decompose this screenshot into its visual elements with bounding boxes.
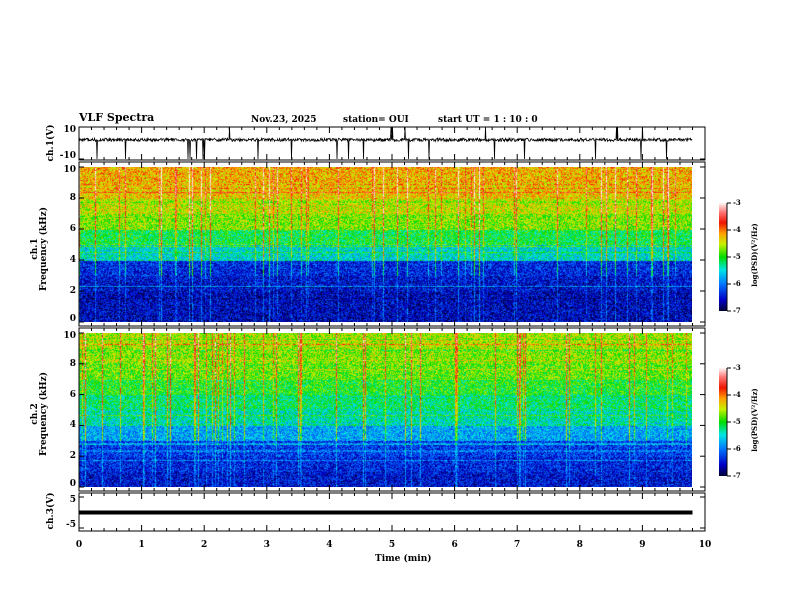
ch1-spectrogram-heatmap — [79, 167, 692, 322]
y-tick-label: 10 — [63, 165, 76, 175]
x-tick-label: 4 — [326, 540, 333, 550]
colorbar2-label: log(PSD)(V²/Hz) — [750, 388, 759, 452]
y-tick-label: 6 — [69, 389, 76, 400]
ch1-colorbar — [719, 203, 727, 311]
y-tick-label: 5 — [69, 495, 76, 505]
colorbar-tick-label: -7 — [733, 306, 741, 315]
x-tick-label: 6 — [451, 540, 458, 550]
ch2-spec-ylabel: ch.2 Frequency (kHz) — [30, 364, 49, 464]
x-tick-label: 3 — [263, 540, 270, 550]
y-tick-label: 4 — [69, 255, 76, 265]
ylabel-line: Frequency (kHz) — [39, 372, 49, 457]
ylabel-line: Frequency (kHz) — [39, 207, 49, 292]
y-tick-label: 0 — [69, 314, 76, 324]
x-tick-label: 7 — [514, 540, 521, 550]
y-tick-label: 2 — [69, 451, 76, 462]
y-tick-label: 10 — [63, 331, 76, 341]
x-tick-label: 5 — [388, 540, 396, 550]
y-tick-label: 4 — [69, 420, 76, 431]
x-tick-label: 2 — [201, 540, 208, 550]
y-tick-label: -10 — [59, 151, 76, 161]
ch2-spectrogram-heatmap — [79, 333, 692, 487]
ch1-waveform-line — [78, 126, 693, 160]
x-tick-label: 8 — [576, 540, 583, 550]
panel-frame-1 — [78, 161, 706, 327]
y-tick-label: 8 — [69, 193, 76, 203]
y-tick-label: 2 — [69, 286, 76, 296]
y-tick-label: 0 — [69, 479, 76, 489]
ch3-ylabel: ch.3(V) — [46, 492, 56, 530]
y-tick-label: -5 — [66, 520, 76, 530]
start-time-label: start UT = 1 : 10 : 0 — [438, 115, 538, 125]
ch2-colorbar — [719, 368, 727, 476]
colorbar-tick-label: -6 — [733, 279, 741, 288]
ch1-spec-ylabel: ch.1 Frequency (kHz) — [30, 199, 49, 299]
colorbar-tick-label: -3 — [733, 198, 741, 207]
y-tick-label: 10 — [63, 125, 76, 135]
ch1-ylabel: ch.1(V) — [46, 124, 56, 162]
y-tick-label: 8 — [69, 358, 76, 369]
x-tick-label: 1 — [138, 540, 145, 550]
figure-title: VLF Spectra — [79, 111, 155, 124]
x-tick-label: 10 — [698, 540, 712, 550]
x-tick-label: 9 — [639, 540, 646, 550]
date-label: Nov.23, 2025 — [251, 115, 317, 125]
station-label: station= OUI — [343, 115, 409, 125]
colorbar-tick-label: -3 — [733, 363, 741, 372]
y-tick-label: 6 — [69, 224, 76, 234]
colorbar-tick-label: -6 — [733, 444, 741, 453]
colorbar-tick-label: -7 — [733, 471, 741, 480]
panel-frame-2 — [78, 327, 706, 492]
x-tick-label: 0 — [75, 540, 83, 550]
colorbar1-label: log(PSD)(V²/Hz) — [750, 223, 759, 287]
colorbar-tick-label: -4 — [733, 390, 741, 399]
x-axis-label: Time (min) — [375, 554, 432, 564]
colorbar-tick-label: -5 — [733, 252, 741, 261]
colorbar-tick-label: -4 — [733, 225, 741, 234]
colorbar-tick-label: -5 — [733, 417, 741, 426]
